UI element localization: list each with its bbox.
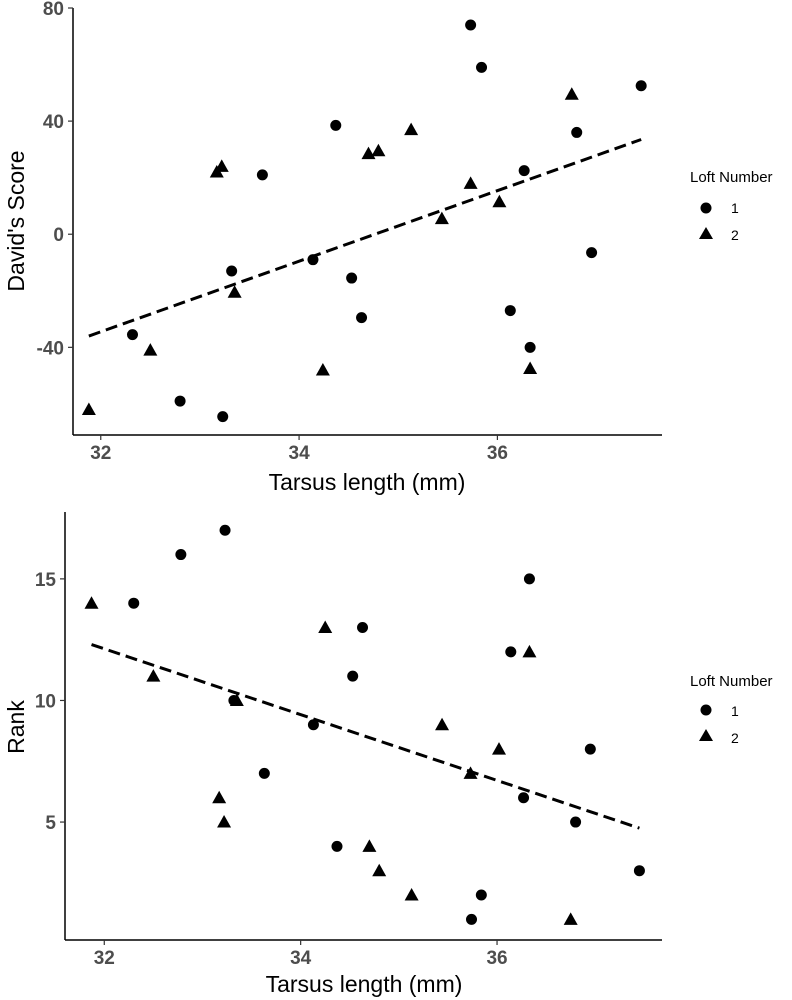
- rank-panel: 5 10 15 32 34 36 Tarsus length (mm) Rank Lof…: [3, 512, 773, 997]
- loft-1-point: [357, 622, 369, 634]
- legend-label-2: 2: [731, 730, 739, 746]
- y-axis-title: Rank: [3, 700, 29, 754]
- x-tick-label: 36: [487, 443, 508, 464]
- legend-label-1: 1: [731, 703, 739, 719]
- davids-score-data-points: [81, 19, 647, 423]
- y-tick-label: 10: [35, 691, 56, 712]
- loft-2-point: [404, 888, 419, 901]
- loft-2-point: [564, 87, 579, 100]
- y-axis-ticks: 5 10 15: [35, 570, 65, 834]
- loft-2-point: [372, 863, 387, 877]
- loft-1-point: [347, 670, 359, 682]
- loft-2-point: [212, 790, 227, 804]
- loft-1-point: [523, 573, 535, 585]
- loft-2-point: [217, 815, 232, 828]
- loft-2-point: [146, 669, 161, 682]
- y-tick-label: 5: [45, 813, 56, 834]
- trend-line: [91, 643, 640, 830]
- loft-2-point: [523, 361, 538, 375]
- loft-1-point: [256, 169, 268, 181]
- trend-line: [88, 138, 642, 338]
- loft-2-point: [214, 159, 229, 172]
- loft-2-point: [143, 343, 158, 356]
- loft-1-point: [174, 395, 186, 407]
- loft-2-point: [362, 839, 377, 852]
- loft-1-point: [346, 272, 358, 284]
- loft-2-point: [463, 176, 478, 189]
- rank-data-points: [84, 524, 645, 925]
- y-tick-label: 15: [35, 570, 57, 591]
- loft-2-point: [81, 402, 96, 416]
- loft-1-point: [571, 126, 583, 138]
- legend-circle-marker: [700, 704, 712, 716]
- loft-1-point: [518, 792, 530, 804]
- loft-2-point: [492, 194, 507, 208]
- loft-2-point: [434, 211, 449, 225]
- loft-2-point: [435, 717, 450, 731]
- davids-score-panel: -40 0 40 80 32 34 36 Tarsus length (mm) David…: [3, 0, 773, 495]
- y-axis-title: David's Score: [3, 150, 29, 291]
- loft-2-point: [371, 143, 386, 157]
- loft-1-point: [126, 329, 138, 341]
- loft-2-point: [563, 912, 578, 925]
- loft-2-point: [315, 362, 330, 376]
- y-tick-label: 0: [53, 225, 64, 246]
- loft-1-point: [505, 646, 517, 658]
- y-axis-ticks: -40 0 40 80: [37, 0, 73, 359]
- loft-1-point: [330, 119, 342, 131]
- x-tick-label: 32: [90, 443, 111, 464]
- loft-2-point: [522, 644, 537, 658]
- loft-1-point: [465, 19, 477, 31]
- loft-2-point: [227, 285, 242, 298]
- x-tick-label: 36: [486, 948, 507, 969]
- legend: Loft Number 1 2: [690, 169, 773, 243]
- loft-2-point: [318, 620, 333, 634]
- loft-1-point: [518, 165, 530, 177]
- legend-title: Loft Number: [690, 673, 773, 690]
- loft-2-point: [492, 742, 507, 755]
- loft-1-point: [633, 865, 645, 877]
- x-tick-label: 34: [290, 948, 312, 969]
- loft-1-point: [175, 549, 187, 561]
- loft-1-point: [524, 341, 536, 353]
- loft-1-point: [504, 305, 516, 317]
- loft-1-point: [584, 743, 596, 755]
- loft-1-point: [258, 767, 270, 779]
- loft-1-point: [217, 411, 229, 423]
- y-tick-label: -40: [37, 338, 64, 359]
- loft-1-point: [466, 913, 478, 925]
- legend-circle-marker: [700, 202, 712, 214]
- x-axis-ticks: 32 34 36: [90, 435, 508, 464]
- x-tick-label: 32: [94, 948, 115, 969]
- loft-2-point: [404, 122, 419, 136]
- legend-label-1: 1: [731, 200, 739, 216]
- loft-1-point: [356, 312, 368, 324]
- loft-1-point: [475, 889, 487, 901]
- loft-1-point: [307, 719, 319, 731]
- loft-2-point: [84, 596, 99, 609]
- legend: Loft Number 1 2: [690, 673, 773, 746]
- x-axis-title: Tarsus length (mm): [266, 971, 463, 997]
- loft-2-point: [229, 693, 244, 706]
- loft-1-point: [226, 265, 238, 277]
- loft-1-point: [331, 840, 343, 852]
- loft-1-point: [635, 80, 647, 92]
- x-axis-ticks: 32 34 36: [94, 940, 508, 969]
- y-tick-label: 80: [43, 0, 64, 20]
- legend-triangle-marker: [699, 227, 713, 239]
- x-tick-label: 34: [289, 443, 311, 464]
- loft-1-point: [570, 816, 582, 828]
- legend-label-2: 2: [731, 227, 739, 243]
- legend-title: Loft Number: [690, 169, 773, 186]
- loft-1-point: [476, 61, 488, 73]
- loft-1-point: [307, 254, 319, 266]
- loft-2-point: [463, 766, 478, 779]
- loft-1-point: [586, 247, 598, 259]
- legend-triangle-marker: [699, 729, 713, 741]
- x-axis-title: Tarsus length (mm): [269, 469, 466, 495]
- loft-1-point: [128, 597, 140, 609]
- y-tick-label: 40: [43, 112, 64, 133]
- loft-1-point: [219, 524, 231, 536]
